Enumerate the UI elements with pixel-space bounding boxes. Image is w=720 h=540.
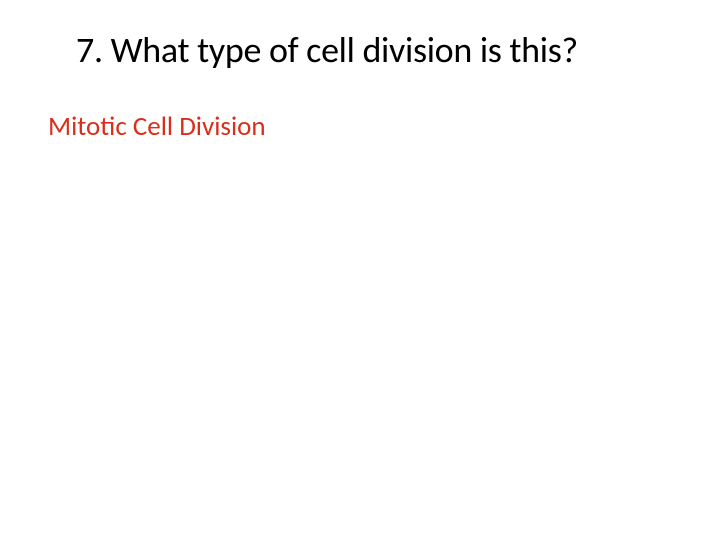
question-title: 7. What type of cell division is this? xyxy=(48,28,672,72)
slide-container: 7. What type of cell division is this? M… xyxy=(0,0,720,540)
answer-text: Mitotic Cell Division xyxy=(48,110,672,143)
